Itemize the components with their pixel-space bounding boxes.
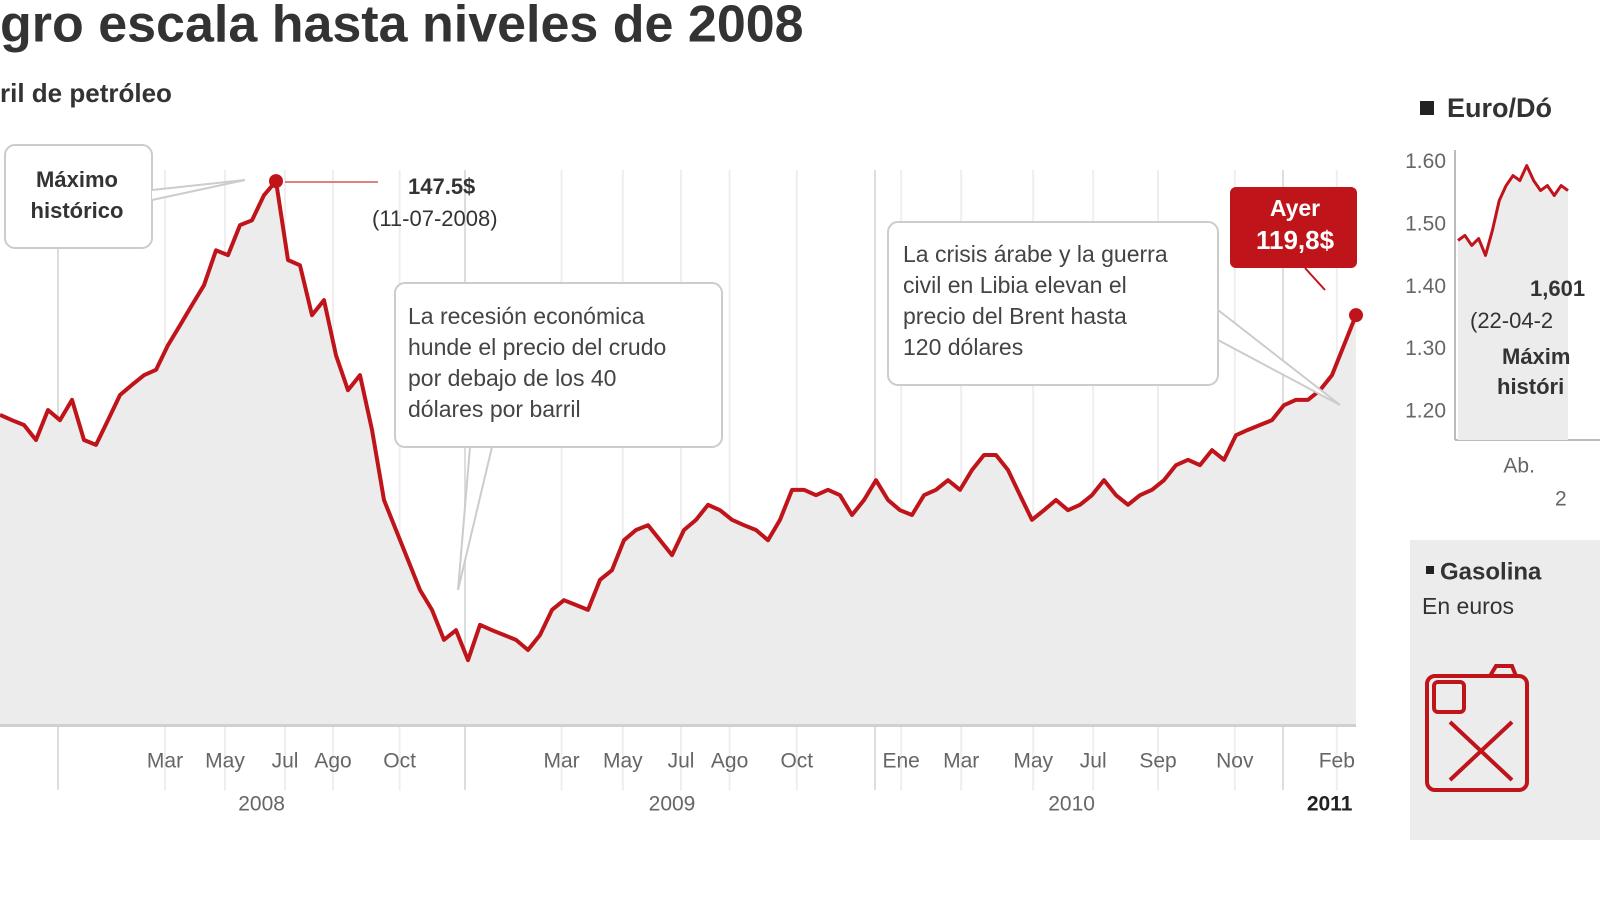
line <box>0 179 1358 663</box>
pointer <box>1217 309 1341 406</box>
x-tick-label: Oct <box>383 750 416 773</box>
x-tick-label: May <box>603 750 643 773</box>
title: gro escala hasta niveles de 2008 <box>0 0 804 54</box>
x-tick-label: Oct <box>780 750 813 773</box>
jerrycan-icon <box>1425 674 1529 792</box>
peak-date: (11-07-2008) <box>372 206 498 231</box>
year-label: 2011 <box>1307 793 1353 816</box>
y-tick-label: 1.40 <box>1405 275 1446 298</box>
x-tick-label: Jul <box>668 750 695 773</box>
pointer <box>151 179 246 201</box>
x-tick-label: Ago <box>314 750 351 773</box>
year-label: 2 <box>1555 488 1567 511</box>
x-tick-label: Feb <box>1319 750 1355 773</box>
pointer <box>457 446 493 591</box>
line <box>1457 164 1569 257</box>
x-tick-label: May <box>1013 750 1053 773</box>
last-label: Ayer <box>1270 195 1320 221</box>
highlight-point <box>269 174 283 189</box>
euro-chart: Euro/Dó 2 Ab. 1.60 1.50 1.40 1.30 1.20 <box>1405 93 1600 511</box>
last-value-box <box>1230 187 1357 268</box>
annotation-text: históri <box>1497 374 1564 399</box>
year-label: 2008 <box>238 793 285 816</box>
annotation-text: por debajo de los 40 <box>408 365 616 391</box>
x-tick-label: Jul <box>1080 750 1107 773</box>
annotation-box <box>887 221 1219 386</box>
panel-subtitle: En euros <box>1422 593 1514 619</box>
annotation-box <box>394 282 723 448</box>
annotation-text: precio del Brent hasta <box>903 303 1127 329</box>
bullet <box>1420 101 1434 115</box>
x-tick-label: Ab. <box>1503 455 1535 478</box>
x-tick-label: Mar <box>147 750 183 773</box>
year-label: 2010 <box>1048 793 1095 816</box>
x-tick-label: May <box>205 750 245 773</box>
annotation-text: La crisis árabe y la guerra <box>903 241 1168 267</box>
annotation-text: Máxim <box>1502 344 1570 369</box>
area <box>0 181 1356 726</box>
gasoline-panel: Gasolina En euros <box>1410 540 1600 840</box>
annotation-text: histórico <box>31 198 124 223</box>
annotation-text: (22-04-2 <box>1470 308 1553 333</box>
year-label: 2009 <box>649 793 696 816</box>
x-tick-label: Ene <box>883 750 920 773</box>
annotation-text: Máximo <box>36 167 118 192</box>
annotation-text: dólares por barril <box>408 396 581 422</box>
jerrycan-detail <box>1448 664 1518 782</box>
annotation-box <box>4 144 153 249</box>
annotations: Máximo histórico 147.5$ (11-07-2008) La … <box>4 144 1357 591</box>
y-tick-label: 1.30 <box>1405 337 1446 360</box>
annotation-text: 1,601 <box>1530 276 1585 301</box>
x-tick-label: Mar <box>943 750 979 773</box>
last-price: 119,8$ <box>1256 225 1335 255</box>
y-tick-label: 1.20 <box>1405 399 1446 422</box>
panel-title: Gasolina <box>1440 558 1542 585</box>
x-tick-label: Ago <box>711 750 748 773</box>
annotation-text: La recesión económica <box>408 303 645 329</box>
annotation-text: 120 dólares <box>903 334 1023 360</box>
x-tick-label: Nov <box>1216 750 1254 773</box>
x-tick-label: Jul <box>272 750 299 773</box>
pointer <box>1304 267 1326 291</box>
euro-annotation: 1,601 (22-04-2 Máxim históri <box>1470 276 1585 399</box>
x-tick-label: Sep <box>1139 750 1176 773</box>
y-tick-label: 1.60 <box>1405 150 1446 173</box>
annotation-text: civil en Libia elevan el <box>903 272 1127 298</box>
jerrycan-handle <box>1432 680 1466 714</box>
area <box>1458 165 1568 440</box>
subtitle: ril de petróleo <box>0 78 172 108</box>
x-tick-label: Mar <box>544 750 580 773</box>
highlight-point <box>1349 308 1363 323</box>
y-tick-label: 1.50 <box>1405 212 1446 235</box>
peak-price: 147.5$ <box>408 174 475 199</box>
bullet <box>1426 566 1434 574</box>
euro-title: Euro/Dó <box>1447 93 1552 123</box>
annotation-text: hunde el precio del crudo <box>408 334 666 360</box>
